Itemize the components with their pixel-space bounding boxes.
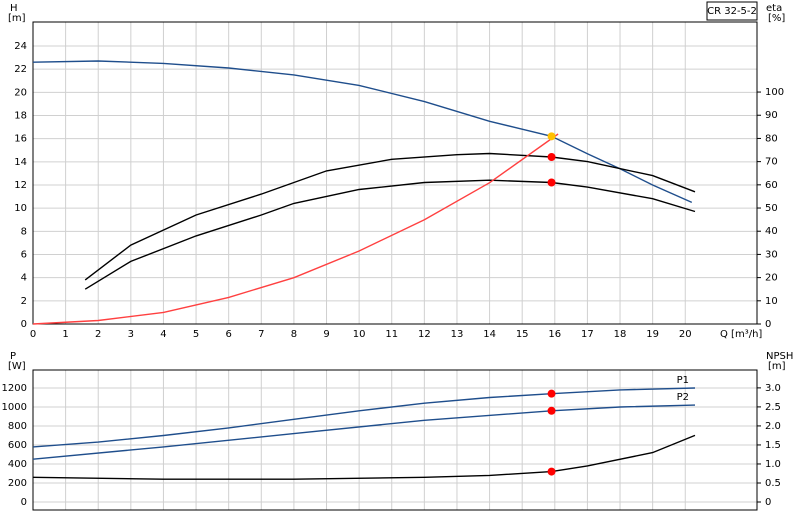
x-tick-label: 9 [323,329,329,340]
y2-tick-label: 40 [765,226,778,237]
operating-point [547,467,556,476]
y-tick-label: 200 [8,478,27,489]
operating-point [547,132,556,141]
y-tick-label: 1200 [2,383,27,394]
operating-point [547,406,556,415]
x-tick-label: 3 [128,329,134,340]
x-tick-label: 8 [291,329,297,340]
operating-point [547,178,556,187]
x-tick-label: 18 [614,329,627,340]
y-tick-label: 6 [21,249,27,260]
x-tick-label: 6 [225,329,231,340]
curve [32,387,696,448]
plot-frame [32,21,758,325]
x-tick-label: 20 [679,329,692,340]
y2-tick-label: 50 [765,203,778,214]
y2-tick-label: 0 [765,319,771,330]
y2-tick-label: 2.5 [765,402,781,413]
y-tick-label: 0 [21,319,27,330]
y-tick-label: 600 [8,440,27,451]
y-tick-label: 22 [14,64,27,75]
y2-tick-label: 0 [765,497,771,508]
x-tick-label: 1 [62,329,68,340]
y-tick-label: 18 [14,110,27,121]
y2-axis-label: eta [766,3,782,14]
operating-point [547,152,556,161]
y2-tick-label: 60 [765,180,778,191]
y-tick-label: 0 [21,497,27,508]
y2-tick-label: 1.5 [765,440,781,451]
y2-tick-label: 10 [765,296,778,307]
y-tick-label: 800 [8,421,27,432]
x-tick-label: 10 [353,329,366,340]
y-tick-label: 2 [21,296,27,307]
y-axis-label: H [10,3,18,14]
y-tick-label: 400 [8,459,27,470]
y-tick-label: 8 [21,226,27,237]
plot-frame [32,369,758,511]
x-tick-label: 11 [385,329,398,340]
x-tick-label: 19 [646,329,659,340]
x-tick-label: 4 [160,329,166,340]
curve [32,434,696,480]
y2-tick-label: 80 [765,133,778,144]
y-tick-label: 12 [14,180,27,191]
y2-axis-label: NPSH [766,351,793,362]
y-tick-label: 24 [14,41,27,52]
y-tick-label: 4 [21,273,27,284]
y2-tick-label: 0.5 [765,478,781,489]
curve [32,133,559,325]
x-tick-label: 17 [581,329,594,340]
curve [84,152,696,281]
y-tick-label: 16 [14,134,27,145]
y2-axis-unit: [m] [768,361,786,372]
y2-tick-label: 90 [765,110,778,121]
y-axis-unit: [m] [8,13,26,24]
y2-tick-label: 20 [765,273,778,284]
series-label: P1 [677,375,689,386]
chart-title: CR 32-5-2 [707,6,757,17]
curve [32,404,696,460]
operating-point [547,389,556,398]
x-tick-label: 7 [258,329,264,340]
x-tick-label: 12 [418,329,431,340]
y-tick-label: 10 [14,203,27,214]
x-tick-label: 15 [516,329,529,340]
title-box [706,1,758,21]
x-axis-label: Q [m³/h] [720,329,762,340]
y-tick-label: 20 [14,87,27,98]
y2-tick-label: 1.0 [765,459,781,470]
y-axis-unit: [W] [8,361,26,372]
y-tick-label: 14 [14,157,27,168]
y2-tick-label: 2.0 [765,421,781,432]
x-tick-label: 0 [30,329,36,340]
x-tick-label: 5 [193,329,199,340]
y2-tick-label: 3.0 [765,383,781,394]
y2-tick-label: 100 [765,87,784,98]
x-tick-label: 2 [95,329,101,340]
y2-tick-label: 30 [765,249,778,260]
y2-tick-label: 70 [765,157,778,168]
series-label: P2 [677,392,689,403]
y-tick-label: 1000 [2,402,27,413]
y2-axis-unit: [%] [768,13,785,24]
x-tick-label: 13 [451,329,464,340]
x-tick-label: 14 [483,329,496,340]
curve [84,179,696,290]
x-tick-label: 16 [548,329,561,340]
y-axis-label: P [10,351,16,362]
